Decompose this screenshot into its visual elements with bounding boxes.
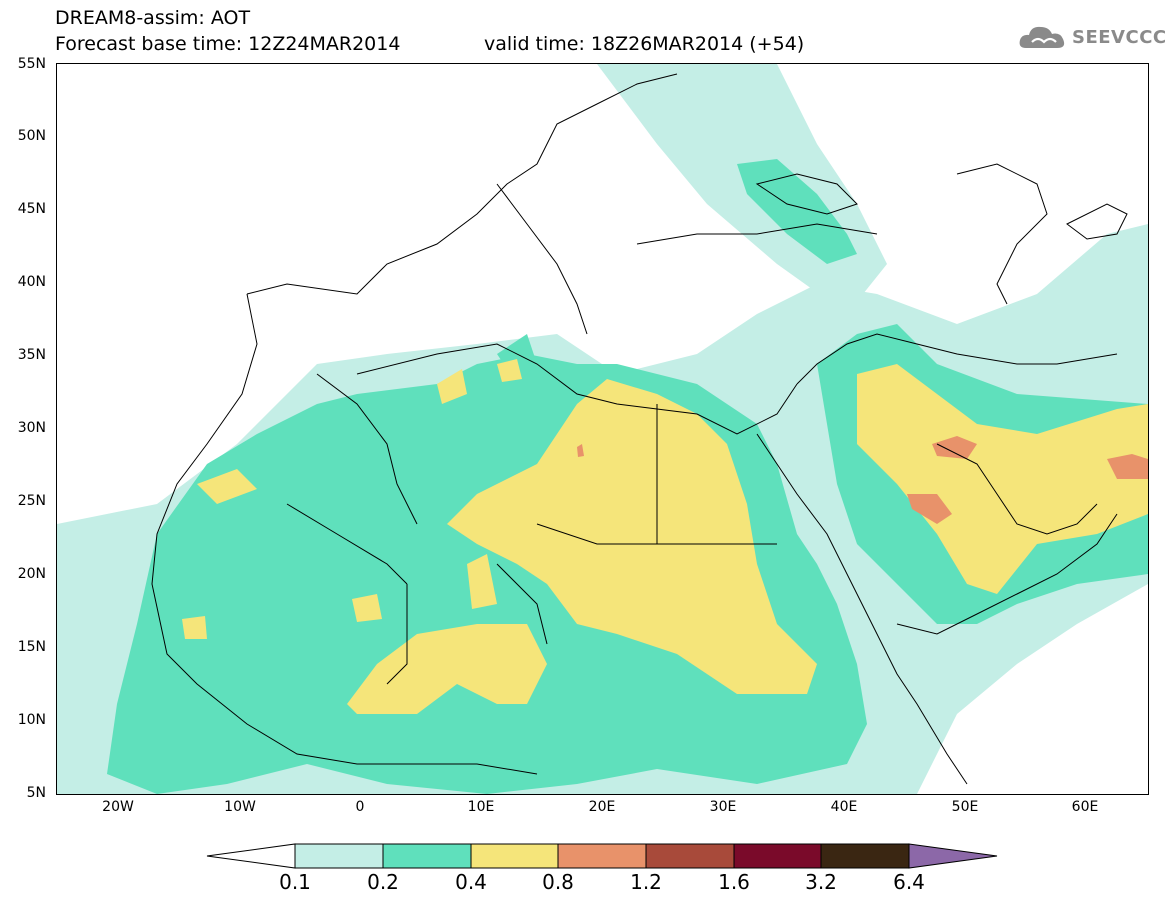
lon-label: 20E	[588, 799, 616, 815]
colorbar-swatch-1	[294, 843, 384, 869]
lon-label: 10W	[224, 799, 256, 815]
logo-text: SEEVCCC	[1072, 26, 1165, 48]
lon-label: 50E	[951, 799, 979, 815]
lat-label: 10N	[17, 712, 46, 728]
lon-label: 60E	[1071, 799, 1099, 815]
lon-label: 10E	[467, 799, 495, 815]
lat-label: 50N	[17, 128, 46, 144]
aot-band-0.4-0.8	[182, 359, 1148, 714]
colorbar-swatch-5	[645, 843, 735, 869]
lon-label: 0	[355, 799, 365, 815]
colorbar-label: 3.2	[805, 870, 837, 894]
valid-time: valid time: 18Z26MAR2014 (+54)	[484, 33, 805, 55]
coastlines	[151, 73, 1128, 785]
lat-label: 15N	[17, 639, 46, 655]
colorbar-under-arrow	[206, 843, 296, 869]
lat-label: 40N	[17, 274, 46, 290]
aot-map	[57, 64, 1148, 794]
colorbar-label: 0.8	[542, 870, 574, 894]
colorbar-swatch-4	[557, 843, 647, 869]
lat-label: 5N	[26, 785, 46, 801]
colorbar	[206, 843, 998, 869]
colorbar-swatch-2	[382, 843, 472, 869]
aot-band-0.8-1.2	[577, 436, 1148, 524]
lon-label: 30E	[709, 799, 737, 815]
map-panel	[56, 63, 1149, 795]
colorbar-over-arrow	[908, 843, 998, 869]
cloud-icon	[1019, 26, 1065, 48]
logo: SEEVCCC	[1018, 22, 1165, 52]
lat-label: 45N	[17, 201, 46, 217]
lat-label: 30N	[17, 420, 46, 436]
colorbar-label: 6.4	[893, 870, 925, 894]
lon-label: 20W	[102, 799, 134, 815]
colorbar-label: 0.2	[367, 870, 399, 894]
colorbar-label: 0.4	[455, 870, 487, 894]
map-title: DREAM8-assim: AOT	[55, 7, 251, 29]
lon-label: 40E	[830, 799, 858, 815]
colorbar-label: 0.1	[279, 870, 311, 894]
lat-label: 20N	[17, 566, 46, 582]
colorbar-label: 1.2	[630, 870, 662, 894]
lat-label: 35N	[17, 347, 46, 363]
colorbar-swatch-6	[733, 843, 822, 869]
lat-label: 55N	[17, 56, 46, 72]
colorbar-swatch-3	[470, 843, 559, 869]
colorbar-swatch-7	[820, 843, 910, 869]
colorbar-label: 1.6	[718, 870, 750, 894]
forecast-base-time: Forecast base time: 12Z24MAR2014	[55, 33, 401, 55]
lat-label: 25N	[17, 493, 46, 509]
